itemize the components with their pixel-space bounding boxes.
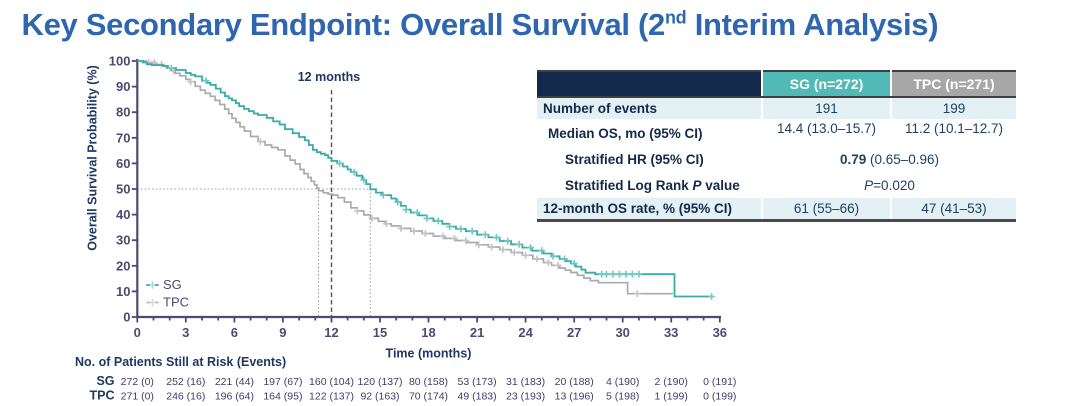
svg-text:Overall Survival Probability (: Overall Survival Probability (%) <box>86 65 100 250</box>
svg-text:No. of Patients Still at Risk: No. of Patients Still at Risk (Events) <box>75 355 286 369</box>
svg-text:23 (193): 23 (193) <box>506 391 545 403</box>
svg-text:246 (16): 246 (16) <box>166 391 205 403</box>
svg-text:60: 60 <box>116 156 130 171</box>
svg-text:5 (198): 5 (198) <box>606 391 639 403</box>
svg-text:90: 90 <box>116 79 130 94</box>
svg-text:40: 40 <box>116 207 130 222</box>
svg-text:272 (0): 272 (0) <box>121 376 154 388</box>
svg-text:100: 100 <box>109 54 131 69</box>
svg-text:70: 70 <box>116 130 130 145</box>
svg-text:0: 0 <box>134 325 141 340</box>
svg-text:0 (191): 0 (191) <box>703 376 736 388</box>
svg-text:120 (137): 120 (137) <box>358 376 403 388</box>
svg-text:18: 18 <box>421 325 435 340</box>
svg-text:271 (0): 271 (0) <box>121 391 154 403</box>
svg-text:36: 36 <box>713 325 727 340</box>
svg-text:197 (67): 197 (67) <box>263 376 302 388</box>
svg-text:0: 0 <box>123 310 130 325</box>
svg-text:12: 12 <box>324 325 338 340</box>
svg-text:53 (173): 53 (173) <box>458 376 497 388</box>
svg-text:92 (163): 92 (163) <box>360 391 399 403</box>
svg-text:SG: SG <box>96 374 114 388</box>
svg-text:221 (44): 221 (44) <box>215 376 254 388</box>
svg-text:13 (196): 13 (196) <box>555 391 594 403</box>
svg-text:30: 30 <box>615 325 629 340</box>
svg-text:9: 9 <box>279 325 286 340</box>
svg-text:30: 30 <box>116 233 130 248</box>
svg-text:27: 27 <box>567 325 581 340</box>
svg-text:24: 24 <box>518 325 533 340</box>
svg-text:122 (137): 122 (137) <box>309 391 354 403</box>
svg-text:10: 10 <box>116 284 130 299</box>
svg-text:80: 80 <box>116 105 130 120</box>
svg-text:TPC: TPC <box>90 389 115 403</box>
svg-text:TPC: TPC <box>163 295 189 310</box>
svg-text:6: 6 <box>231 325 238 340</box>
svg-text:160 (104): 160 (104) <box>309 376 354 388</box>
svg-text:1 (199): 1 (199) <box>655 391 688 403</box>
svg-text:20 (188): 20 (188) <box>555 376 594 388</box>
svg-text:15: 15 <box>373 325 387 340</box>
svg-text:Time (months): Time (months) <box>386 347 472 361</box>
svg-text:20: 20 <box>116 258 130 273</box>
svg-text:21: 21 <box>470 325 484 340</box>
svg-text:33: 33 <box>664 325 678 340</box>
svg-text:2 (190): 2 (190) <box>655 376 688 388</box>
svg-text:SG: SG <box>163 277 182 292</box>
svg-text:50: 50 <box>116 182 130 197</box>
svg-text:0 (199): 0 (199) <box>703 391 736 403</box>
svg-text:252 (16): 252 (16) <box>166 376 205 388</box>
svg-text:70 (174): 70 (174) <box>409 391 448 403</box>
svg-text:12 months: 12 months <box>298 70 361 84</box>
svg-text:164 (95): 164 (95) <box>263 391 302 403</box>
svg-text:196 (64): 196 (64) <box>215 391 254 403</box>
svg-text:31 (183): 31 (183) <box>506 376 545 388</box>
svg-text:80 (158): 80 (158) <box>409 376 448 388</box>
svg-text:49 (183): 49 (183) <box>458 391 497 403</box>
svg-text:4 (190): 4 (190) <box>606 376 639 388</box>
svg-text:3: 3 <box>182 325 189 340</box>
